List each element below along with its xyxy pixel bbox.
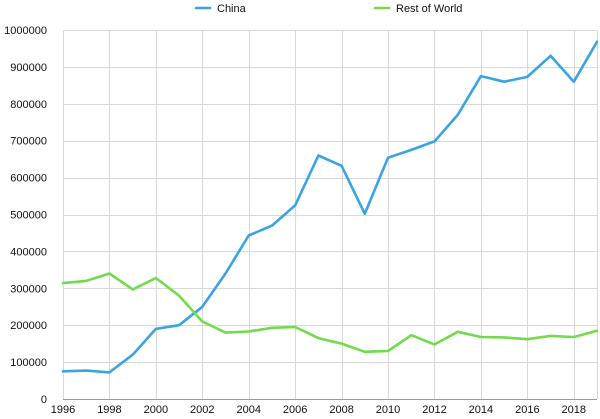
y-axis-tick-labels: 0 100000 200000 300000 400000 500000 600000 700… xyxy=(4,25,47,406)
y-tick-label: 800000 xyxy=(10,99,47,111)
y-tick-label: 200000 xyxy=(10,320,47,332)
x-tick-label: 2002 xyxy=(190,404,214,416)
legend-label-china: China xyxy=(217,3,247,15)
series-lines xyxy=(61,40,599,374)
x-tick-label: 2012 xyxy=(422,404,446,416)
x-tick-label: 2016 xyxy=(515,404,539,416)
x-tick-label: 2010 xyxy=(376,404,400,416)
x-tick-label: 2004 xyxy=(236,404,260,416)
x-tick-label: 1996 xyxy=(51,404,75,416)
y-tick-label: 1000000 xyxy=(4,25,47,37)
x-tick-label: 2000 xyxy=(144,404,168,416)
series-line-china xyxy=(61,40,599,374)
y-tick-label: 400000 xyxy=(10,246,47,258)
x-tick-label: 2008 xyxy=(329,404,353,416)
x-tick-label: 2006 xyxy=(283,404,307,416)
x-tick-label: 2018 xyxy=(562,404,586,416)
legend: China Rest of World xyxy=(194,3,462,15)
y-tick-label: 100000 xyxy=(10,357,47,369)
x-axis-tick-labels: 1996 1998 2000 2002 2004 2006 2008 2010 2012 2014… xyxy=(51,404,586,416)
y-tick-label: 500000 xyxy=(10,210,47,222)
y-tick-label: 600000 xyxy=(10,173,47,185)
gridlines xyxy=(63,30,598,399)
series-line-rest-of-world xyxy=(61,272,599,354)
legend-label-rest-of-world: Rest of World xyxy=(396,3,462,15)
y-tick-label: 300000 xyxy=(10,283,47,295)
x-tick-label: 1998 xyxy=(97,404,121,416)
y-tick-label: 900000 xyxy=(10,62,47,74)
y-tick-label: 0 xyxy=(41,394,47,406)
x-tick-label: 2014 xyxy=(469,404,493,416)
y-tick-label: 700000 xyxy=(10,136,47,148)
